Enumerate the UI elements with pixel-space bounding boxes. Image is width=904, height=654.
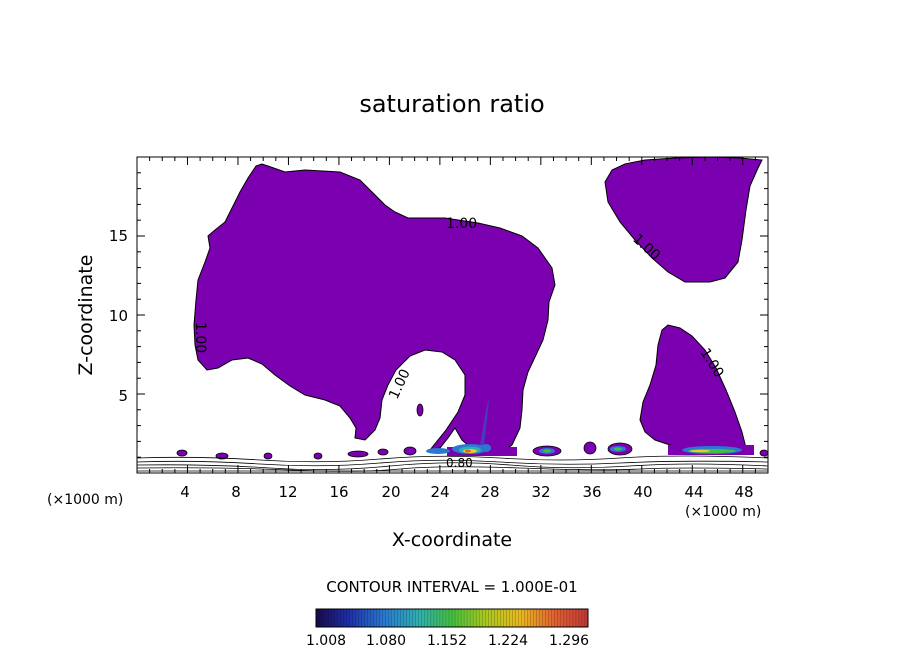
colorbar-label: 1.008: [306, 633, 346, 649]
cloud-region-main: [193, 163, 556, 456]
cloud-region-upper-right: [604, 157, 763, 283]
x-tick-label: 8: [231, 483, 241, 501]
colorbar: [315, 608, 589, 628]
x-tick-label: 4: [180, 483, 190, 501]
y-axis-label: Z-coordinate: [75, 255, 97, 376]
x-tick-label: 32: [531, 483, 550, 501]
y-tick-label: 5: [118, 387, 128, 405]
axis-ticks: [136, 156, 769, 474]
colorbar-label: 1.080: [366, 633, 406, 649]
x-tick-label: 28: [480, 483, 499, 501]
cloud-region-right: [639, 324, 747, 453]
y-tick-label: 15: [109, 227, 128, 245]
ground-contours: [137, 455, 768, 472]
x-tick-label: 12: [278, 483, 297, 501]
x-tick-label: 24: [430, 483, 449, 501]
x-tick-label: 20: [381, 483, 400, 501]
colorbar-label: 1.152: [427, 633, 467, 649]
colorbar-stripes: [315, 609, 589, 627]
x-tick-label: 48: [734, 483, 753, 501]
y-tick-labels: 5 10 15: [109, 227, 128, 405]
colorbar-label: 1.224: [488, 633, 528, 649]
y-tick-label: 10: [109, 307, 128, 325]
chart-title: saturation ratio: [359, 90, 544, 118]
contour-label: 1.00: [192, 322, 208, 353]
x-tick-label: 40: [633, 483, 652, 501]
x-tick-label: 44: [684, 483, 703, 501]
x-unit-left: (×1000 m): [47, 492, 123, 508]
contour-interval-label: CONTOUR INTERVAL = 1.000E-01: [326, 578, 577, 596]
high-value-patches: [426, 398, 742, 454]
x-tick-label: 16: [329, 483, 348, 501]
x-tick-labels: 4 8 12 16 20 24 28 32 36 40 44 48: [180, 483, 753, 501]
x-axis-label: X-coordinate: [392, 529, 512, 551]
contour-label: 0.80: [446, 456, 473, 470]
plot-area: [137, 157, 768, 472]
x-tick-label: 36: [582, 483, 601, 501]
colorbar-label: 1.296: [549, 633, 589, 649]
colorbar-labels: 1.008 1.080 1.152 1.224 1.296: [306, 633, 589, 649]
contour-label: 1.00: [446, 216, 477, 232]
x-unit-right: (×1000 m): [685, 504, 761, 520]
